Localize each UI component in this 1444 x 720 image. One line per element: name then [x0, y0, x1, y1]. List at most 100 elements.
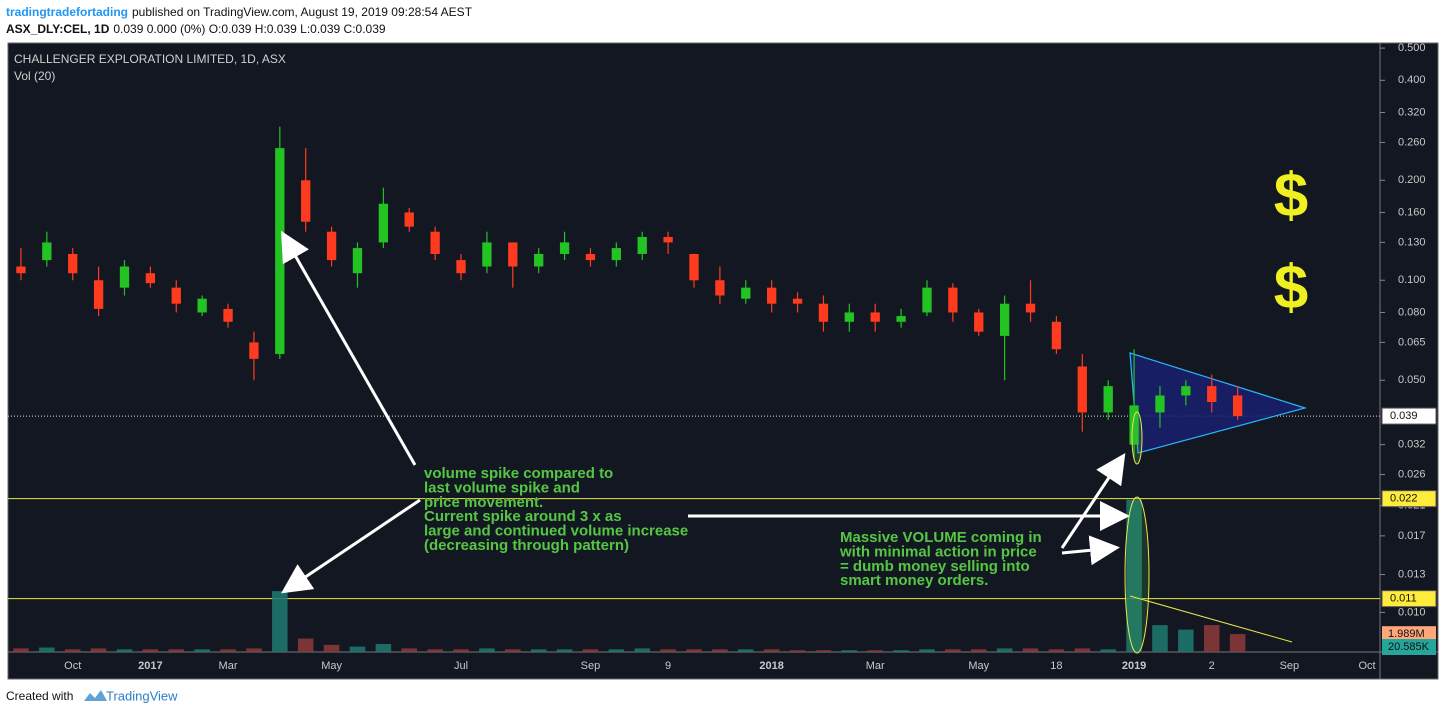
volume-bar [297, 638, 314, 652]
volume-bar [970, 649, 987, 652]
y-tick-label: 0.160 [1398, 206, 1426, 218]
candle-body [275, 148, 285, 354]
volume-marker-box [1382, 639, 1436, 655]
candle-body [197, 298, 207, 313]
symbol-line: ASX_DLY:CEL, 1D 0.039 0.000 (0%) O:0.039 … [6, 22, 386, 36]
candle-body [1025, 303, 1036, 313]
y-tick-label: 0.260 [1398, 136, 1426, 148]
candle-body [1051, 321, 1062, 350]
annotation-text: volume spike compared to [424, 465, 613, 482]
volume-bar [996, 648, 1013, 652]
volume-bar [349, 646, 366, 652]
candle-body [145, 273, 156, 284]
volume-label: Vol (20) [14, 69, 55, 83]
volume-bar [582, 649, 599, 652]
annotation-text: Current spike around 3 x as [424, 508, 622, 525]
volume-marker-label: 20.585K [1388, 641, 1430, 653]
candle-body [1207, 386, 1217, 403]
price-marker-box [1381, 590, 1437, 608]
annotation-text: with minimal action in price [839, 543, 1037, 560]
candle-body [585, 253, 596, 261]
annotation-text: smart money orders. [840, 572, 988, 589]
volume-trendline [1129, 595, 1293, 643]
y-tick-label: 0.065 [1398, 336, 1426, 348]
candle-body [301, 180, 311, 222]
candle-body [508, 242, 518, 267]
x-tick-label: 2017 [138, 660, 162, 672]
candle-body [1103, 386, 1113, 413]
annotation-text: price movement. [424, 494, 543, 511]
volume-bar [246, 648, 262, 652]
candle-body [741, 287, 751, 299]
candle-body [352, 248, 363, 274]
x-tick-label: 2019 [1122, 660, 1146, 672]
candle-body [42, 242, 52, 261]
volume-bar [815, 650, 832, 652]
candle-body [326, 231, 337, 261]
candle-body [378, 203, 389, 243]
candle-body [1232, 395, 1243, 417]
volume-bar [1048, 649, 1065, 652]
price-marker-label: 0.039 [1390, 410, 1418, 422]
volume-bar [401, 648, 418, 652]
x-tick-label: 2018 [759, 660, 783, 672]
candle-body [16, 266, 26, 274]
y-tick-label: 0.013 [1398, 568, 1426, 580]
volume-bar [867, 650, 883, 652]
candle-body [844, 312, 854, 322]
x-tick-label: Jul [454, 660, 468, 672]
candle-body [922, 287, 932, 313]
volume-bar [919, 649, 935, 652]
volume-bar [90, 648, 107, 652]
candle-body [792, 298, 803, 304]
candle-body [1181, 386, 1191, 396]
volume-bar [893, 650, 909, 652]
y-tick-label: 0.500 [1398, 42, 1426, 54]
candle-body [119, 266, 130, 288]
volume-bar [1022, 648, 1039, 652]
volume-bar [945, 649, 961, 652]
author[interactable]: tradingtradefortading [6, 5, 128, 19]
x-tick-label: May [321, 660, 342, 672]
volume-bar [530, 649, 547, 652]
x-tick-label: Oct [64, 660, 81, 672]
published: published on TradingView.com, August 19,… [132, 5, 473, 19]
volume-bar [686, 649, 702, 652]
volume-bar [13, 648, 29, 652]
candle-body [456, 260, 466, 274]
footer-created: Created with [6, 689, 73, 703]
y-tick-label: 0.050 [1398, 374, 1426, 386]
candle-body [93, 280, 104, 309]
volume-bar [39, 647, 55, 652]
candle-body [870, 312, 880, 322]
volume-bar [660, 649, 676, 652]
x-tick-label: 9 [665, 660, 671, 672]
volume-bar [375, 643, 392, 652]
candle-body [1129, 405, 1139, 445]
x-tick-label: 18 [1050, 660, 1062, 672]
y-tick-label: 0.100 [1398, 274, 1426, 286]
candle-body [974, 312, 984, 332]
volume-bar [712, 649, 728, 652]
candle-body [404, 212, 414, 227]
annotation-text: last volume spike and [424, 479, 580, 496]
y-tick-label: 0.026 [1398, 468, 1426, 480]
candle-body [663, 236, 673, 243]
candle-body [818, 303, 829, 322]
y-tick-label: 0.010 [1398, 606, 1426, 618]
highlight-ellipse [1131, 411, 1143, 465]
volume-bar [789, 650, 806, 652]
volume-bar [1126, 499, 1142, 652]
footer-brand[interactable]: TradingView [106, 688, 178, 703]
volume-bar [1178, 629, 1194, 652]
symbol: ASX_DLY:CEL, 1D [6, 22, 110, 36]
x-tick-label: Mar [866, 660, 885, 672]
volume-bar [142, 649, 159, 652]
dollar-symbol: $ [1274, 161, 1308, 230]
y-tick-label: 0.130 [1398, 236, 1426, 248]
candle-body [948, 287, 958, 313]
brand-logo [84, 690, 107, 701]
y-tick-label: 0.017 [1398, 530, 1426, 542]
